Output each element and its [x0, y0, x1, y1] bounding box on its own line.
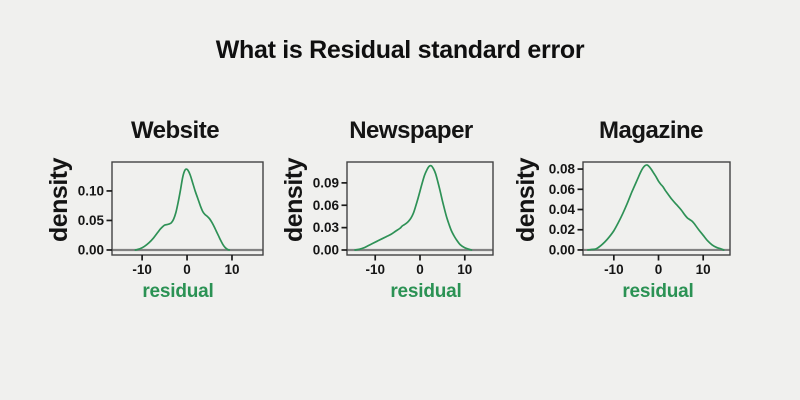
panel-newspaper: -10 0 10 0.00 0.03 0.06 0.09 [313, 161, 494, 277]
x-axis-title-magazine: residual [622, 281, 694, 302]
x-tick-label: -10 [365, 262, 385, 277]
density-curve-website [134, 168, 231, 251]
panel-border [582, 161, 731, 256]
y-tick-label: 0.00 [313, 243, 339, 258]
x-axis-title-newspaper: residual [390, 281, 462, 302]
panel-website: -10 0 10 0.00 0.05 0.10 [78, 161, 264, 277]
x-tick-label: 0 [416, 262, 424, 277]
x-tick-label: 10 [457, 262, 472, 277]
y-tick-label: 0.06 [313, 198, 340, 213]
plot-title-newspaper: Newspaper [349, 117, 473, 144]
y-tick-label: 0.00 [78, 242, 104, 257]
y-tick-label: 0.03 [313, 220, 340, 235]
x-tick-label: 0 [655, 262, 663, 277]
x-tick-label: 10 [696, 262, 711, 277]
x-tick-label: -10 [604, 262, 624, 277]
y-tick-label: 0.10 [78, 183, 104, 198]
y-axis-title-magazine: density [512, 157, 540, 243]
y-tick-label: 0.09 [313, 175, 339, 190]
x-axis-title-website: residual [142, 281, 214, 302]
panel-border [346, 161, 494, 256]
panel-magazine: -10 0 10 0.00 0.02 0.04 0.06 0.08 [549, 161, 731, 277]
y-axis-title-newspaper: density [280, 157, 308, 243]
figure-title: What is Residual standard error [215, 36, 585, 64]
density-curve-newspaper [354, 164, 473, 251]
plot-title-magazine: Magazine [598, 117, 704, 144]
y-tick-label: 0.00 [549, 242, 575, 257]
plot-title-website: Website [130, 117, 220, 144]
y-tick-label: 0.05 [78, 213, 105, 228]
x-tick-label: 10 [224, 262, 239, 277]
y-axis-title-website: density [45, 157, 73, 243]
y-tick-label: 0.04 [549, 202, 576, 217]
y-tick-label: 0.02 [549, 222, 575, 237]
x-tick-label: -10 [132, 262, 152, 277]
panel-border [111, 161, 264, 256]
x-tick-label: 0 [183, 262, 191, 277]
y-tick-label: 0.06 [549, 182, 576, 197]
y-tick-label: 0.08 [549, 162, 576, 177]
density-curve-magazine [587, 164, 725, 251]
